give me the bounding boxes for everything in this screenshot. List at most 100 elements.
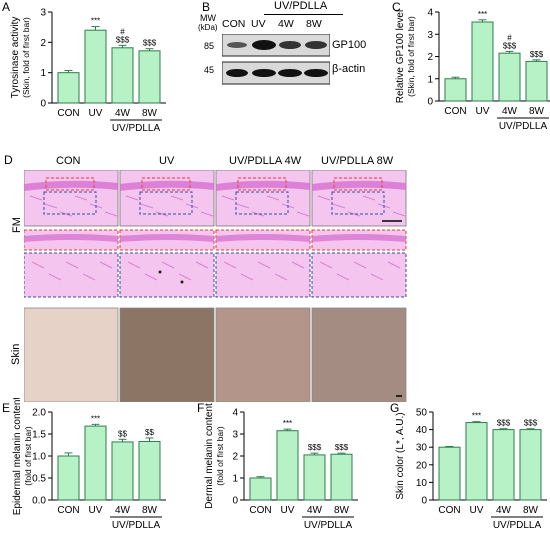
significance-label-e: $$ bbox=[118, 429, 127, 438]
x-tick-label-f: UV bbox=[281, 505, 295, 516]
blot-lane-uv: UV bbox=[251, 18, 266, 30]
y-axis-label-c: Relative GP100 level bbox=[395, 10, 406, 103]
histology-grid bbox=[24, 170, 407, 402]
panel-label-c: C bbox=[392, 0, 401, 14]
panel-label-g: G bbox=[390, 401, 400, 415]
y-axis-label-g: Skin color (L*, A.U.) bbox=[395, 412, 406, 499]
histology-col-con: CON bbox=[56, 155, 81, 167]
histology-fiber-uv bbox=[125, 195, 139, 201]
y-tick-label-c: 3 bbox=[427, 30, 433, 41]
y-tick-label-g: 0 bbox=[421, 496, 427, 507]
chart-skin-color: 0 10 20 30 40 50 Skin color (L*, A.U.) CON *** UV… bbox=[395, 408, 547, 531]
y-axis-sublabel-f: (fold of first bar) bbox=[215, 426, 225, 486]
blot-lane-8w: 8W bbox=[306, 18, 322, 30]
melanin-granule bbox=[158, 270, 162, 274]
histology-row-fm: FM bbox=[11, 217, 23, 233]
histology-main-4w bbox=[215, 170, 311, 227]
bar-f-con bbox=[249, 477, 272, 501]
significance-label-a: *** bbox=[91, 17, 100, 26]
y-tick-label-g: 50 bbox=[416, 408, 428, 419]
panel-label-e: E bbox=[2, 401, 11, 415]
significance-label-f: $$$ bbox=[335, 443, 349, 452]
histology-fiber-4w bbox=[251, 211, 265, 217]
group-label-g: UV/PDLLA bbox=[493, 520, 542, 531]
panel-label-f: F bbox=[197, 401, 205, 415]
x-tick-label-e: 4W bbox=[115, 505, 131, 516]
histology-blue-roi-con bbox=[43, 191, 97, 215]
panel-label-b: B bbox=[202, 0, 211, 14]
y-tick-label-c: 4 bbox=[427, 8, 433, 19]
x-tick-label-a: CON bbox=[57, 108, 79, 119]
histology-epidermis-zoom-layer-4w bbox=[216, 234, 310, 242]
histology-epidermis-zoom-layer-8w bbox=[312, 234, 406, 242]
histology-fiber-con bbox=[74, 195, 88, 201]
histology-fiber-con bbox=[44, 203, 58, 209]
histology-col-4w: UV/PDLLA 4W bbox=[229, 155, 302, 167]
significance-label-a: $$$ bbox=[116, 35, 130, 44]
histology-dermis-fiber-uv bbox=[178, 273, 192, 281]
histology-dermis-zoom-4w bbox=[215, 252, 311, 298]
group-label-f: UV/PDLLA bbox=[304, 520, 353, 531]
histology-dermis-fiber-8w bbox=[370, 273, 384, 281]
bar-f-uv bbox=[276, 430, 299, 501]
y-tick-label-a: 0 bbox=[40, 99, 46, 110]
significance-label-g: *** bbox=[472, 412, 481, 421]
y-axis-sublabel-e: (fold of first bar) bbox=[23, 426, 33, 486]
chart-gp100-level: 0 1 2 3 4 Relative GP100 level (Skin, fold of … bbox=[395, 8, 550, 132]
histology-dermis-fiber-uv bbox=[127, 261, 141, 269]
y-tick-label-f: 1 bbox=[232, 474, 238, 485]
x-tick-label-c: 4W bbox=[502, 106, 518, 117]
histology-blue-roi-uv bbox=[139, 191, 193, 215]
blot-label-gp100: GP100 bbox=[332, 39, 367, 51]
histology-fiber-uv bbox=[140, 203, 154, 209]
significance-label-g: $$$ bbox=[524, 419, 538, 428]
histology-fiber-8w bbox=[332, 203, 346, 209]
x-tick-label-f: CON bbox=[249, 505, 271, 516]
histology-dermis-fiber-4w bbox=[240, 273, 254, 281]
chart-dermal-melanin: 0 1 2 3 4 Dermal melanin content (fold of firs… bbox=[204, 403, 358, 531]
histology-dermis-fiber-con bbox=[31, 261, 45, 269]
blot-mw-unit: (kDa) bbox=[198, 23, 218, 32]
histology-dermis-zoom-con bbox=[24, 252, 119, 298]
y-tick-label-a: 2 bbox=[40, 38, 46, 49]
histology-main-con bbox=[24, 170, 119, 227]
blot-label-actin: β-actin bbox=[332, 63, 366, 75]
bar-g-8w bbox=[519, 429, 542, 501]
bar-a-4w bbox=[111, 47, 134, 104]
histology-col-8w: UV/PDLLA 8W bbox=[321, 155, 394, 167]
x-tick-label-c: UV bbox=[476, 106, 490, 117]
blot-group-line bbox=[264, 14, 343, 15]
significance-label-c: $$$ bbox=[503, 41, 517, 50]
bar-e-con bbox=[57, 455, 80, 501]
bar-e-4w bbox=[111, 441, 134, 501]
bar-c-8w bbox=[525, 60, 548, 102]
y-axis-label-f: Dermal melanin content bbox=[204, 403, 215, 509]
y-axis-sublabel-a: (Skin, fold of first bar) bbox=[21, 17, 31, 98]
histology-dermis-fiber-con bbox=[99, 261, 113, 269]
histology-dermis-fiber-4w bbox=[223, 261, 237, 269]
histology-fiber-4w bbox=[236, 203, 250, 209]
bar-a-8w bbox=[138, 50, 161, 104]
significance-label-c: # bbox=[507, 33, 512, 42]
x-tick-label-a: 4W bbox=[115, 108, 131, 119]
significance-label-g: $$$ bbox=[497, 419, 511, 428]
significance-label-e: *** bbox=[91, 414, 100, 423]
x-tick-label-a: UV bbox=[89, 108, 103, 119]
histology-dermis-fiber-8w bbox=[319, 261, 333, 269]
x-tick-label-e: 8W bbox=[142, 505, 158, 516]
significance-label-e: $$ bbox=[145, 428, 154, 437]
y-tick-label-e: 0.0 bbox=[32, 496, 46, 507]
significance-label-f: *** bbox=[283, 419, 292, 428]
histology-dermis-fiber-4w bbox=[257, 261, 271, 269]
histology-epidermis-uv bbox=[120, 180, 214, 191]
bar-a-con bbox=[57, 72, 80, 104]
skin-photo-uv bbox=[119, 307, 215, 402]
significance-label-a: $$$ bbox=[143, 39, 157, 48]
bar-c-4w bbox=[498, 52, 521, 102]
histology-fiber-uv bbox=[170, 195, 184, 201]
blot-mw-85: 85 bbox=[204, 41, 215, 51]
histology-fiber-4w bbox=[221, 195, 235, 201]
panel-label-a: A bbox=[2, 0, 11, 14]
blot-mw-45: 45 bbox=[204, 65, 215, 75]
histology-dermis-fiber-8w bbox=[387, 261, 401, 269]
